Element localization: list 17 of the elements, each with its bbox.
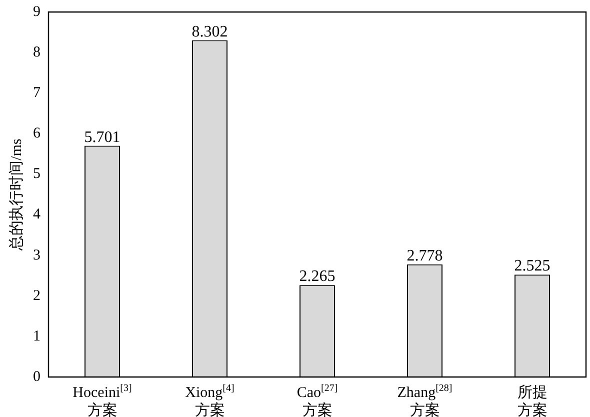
data-label: 2.778 bbox=[406, 247, 443, 264]
y-tick-label: 3 bbox=[33, 247, 40, 264]
x-tick-label: 所提方案 bbox=[517, 384, 548, 417]
y-tick-label: 7 bbox=[33, 85, 41, 102]
y-tick-label: 2 bbox=[33, 288, 40, 304]
data-label: 2.265 bbox=[299, 268, 336, 286]
y-tick-label: 8 bbox=[33, 44, 40, 60]
data-label: 8.302 bbox=[192, 23, 228, 40]
y-tick-label: 0 bbox=[33, 368, 40, 385]
y-tick-label: 5 bbox=[33, 166, 40, 182]
y-axis-title: 总的执行时间/ms bbox=[8, 138, 25, 252]
y-tick-label: 9 bbox=[33, 4, 40, 20]
y-tick-label: 6 bbox=[33, 126, 41, 142]
data-label: 2.525 bbox=[514, 258, 550, 275]
data-label: 5.701 bbox=[84, 128, 120, 146]
y-tick-label: 4 bbox=[33, 206, 41, 223]
y-tick-label: 1 bbox=[33, 328, 40, 344]
